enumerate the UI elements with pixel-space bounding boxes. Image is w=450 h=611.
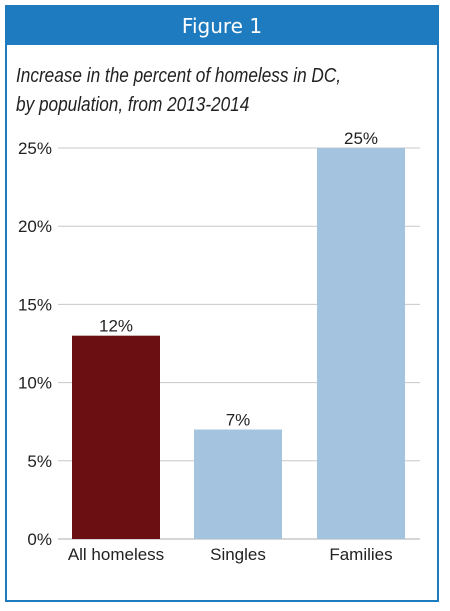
- figure-label: Figure 1: [181, 14, 263, 38]
- bar: [317, 148, 405, 539]
- data-label: 12%: [99, 317, 133, 336]
- chart-title: Increase in the percent of homeless in D…: [16, 62, 360, 120]
- category-label: Families: [329, 545, 392, 564]
- category-labels: All homeless Singles Families: [68, 545, 393, 564]
- data-labels: 12% 7% 25%: [99, 129, 378, 430]
- data-label: 7%: [226, 411, 251, 430]
- category-label: All homeless: [68, 545, 164, 564]
- y-tick-label: 10%: [18, 374, 52, 393]
- data-label: 25%: [344, 129, 378, 148]
- chart-title-line-2: by population, from 2013-2014: [16, 94, 250, 116]
- figure-header: Figure 1: [7, 7, 437, 45]
- y-axis-ticks: 0% 5% 10% 15% 20% 25%: [18, 139, 52, 549]
- bars: [72, 148, 405, 539]
- category-label: Singles: [210, 545, 266, 564]
- bar: [72, 335, 160, 539]
- y-tick-label: 25%: [18, 139, 52, 158]
- y-tick-label: 20%: [18, 217, 52, 236]
- chart-title-line-1: Increase in the percent of homeless in D…: [16, 65, 342, 87]
- y-tick-label: 0%: [27, 530, 52, 549]
- bar: [194, 429, 282, 539]
- y-tick-label: 15%: [18, 295, 52, 314]
- y-tick-label: 5%: [27, 452, 52, 471]
